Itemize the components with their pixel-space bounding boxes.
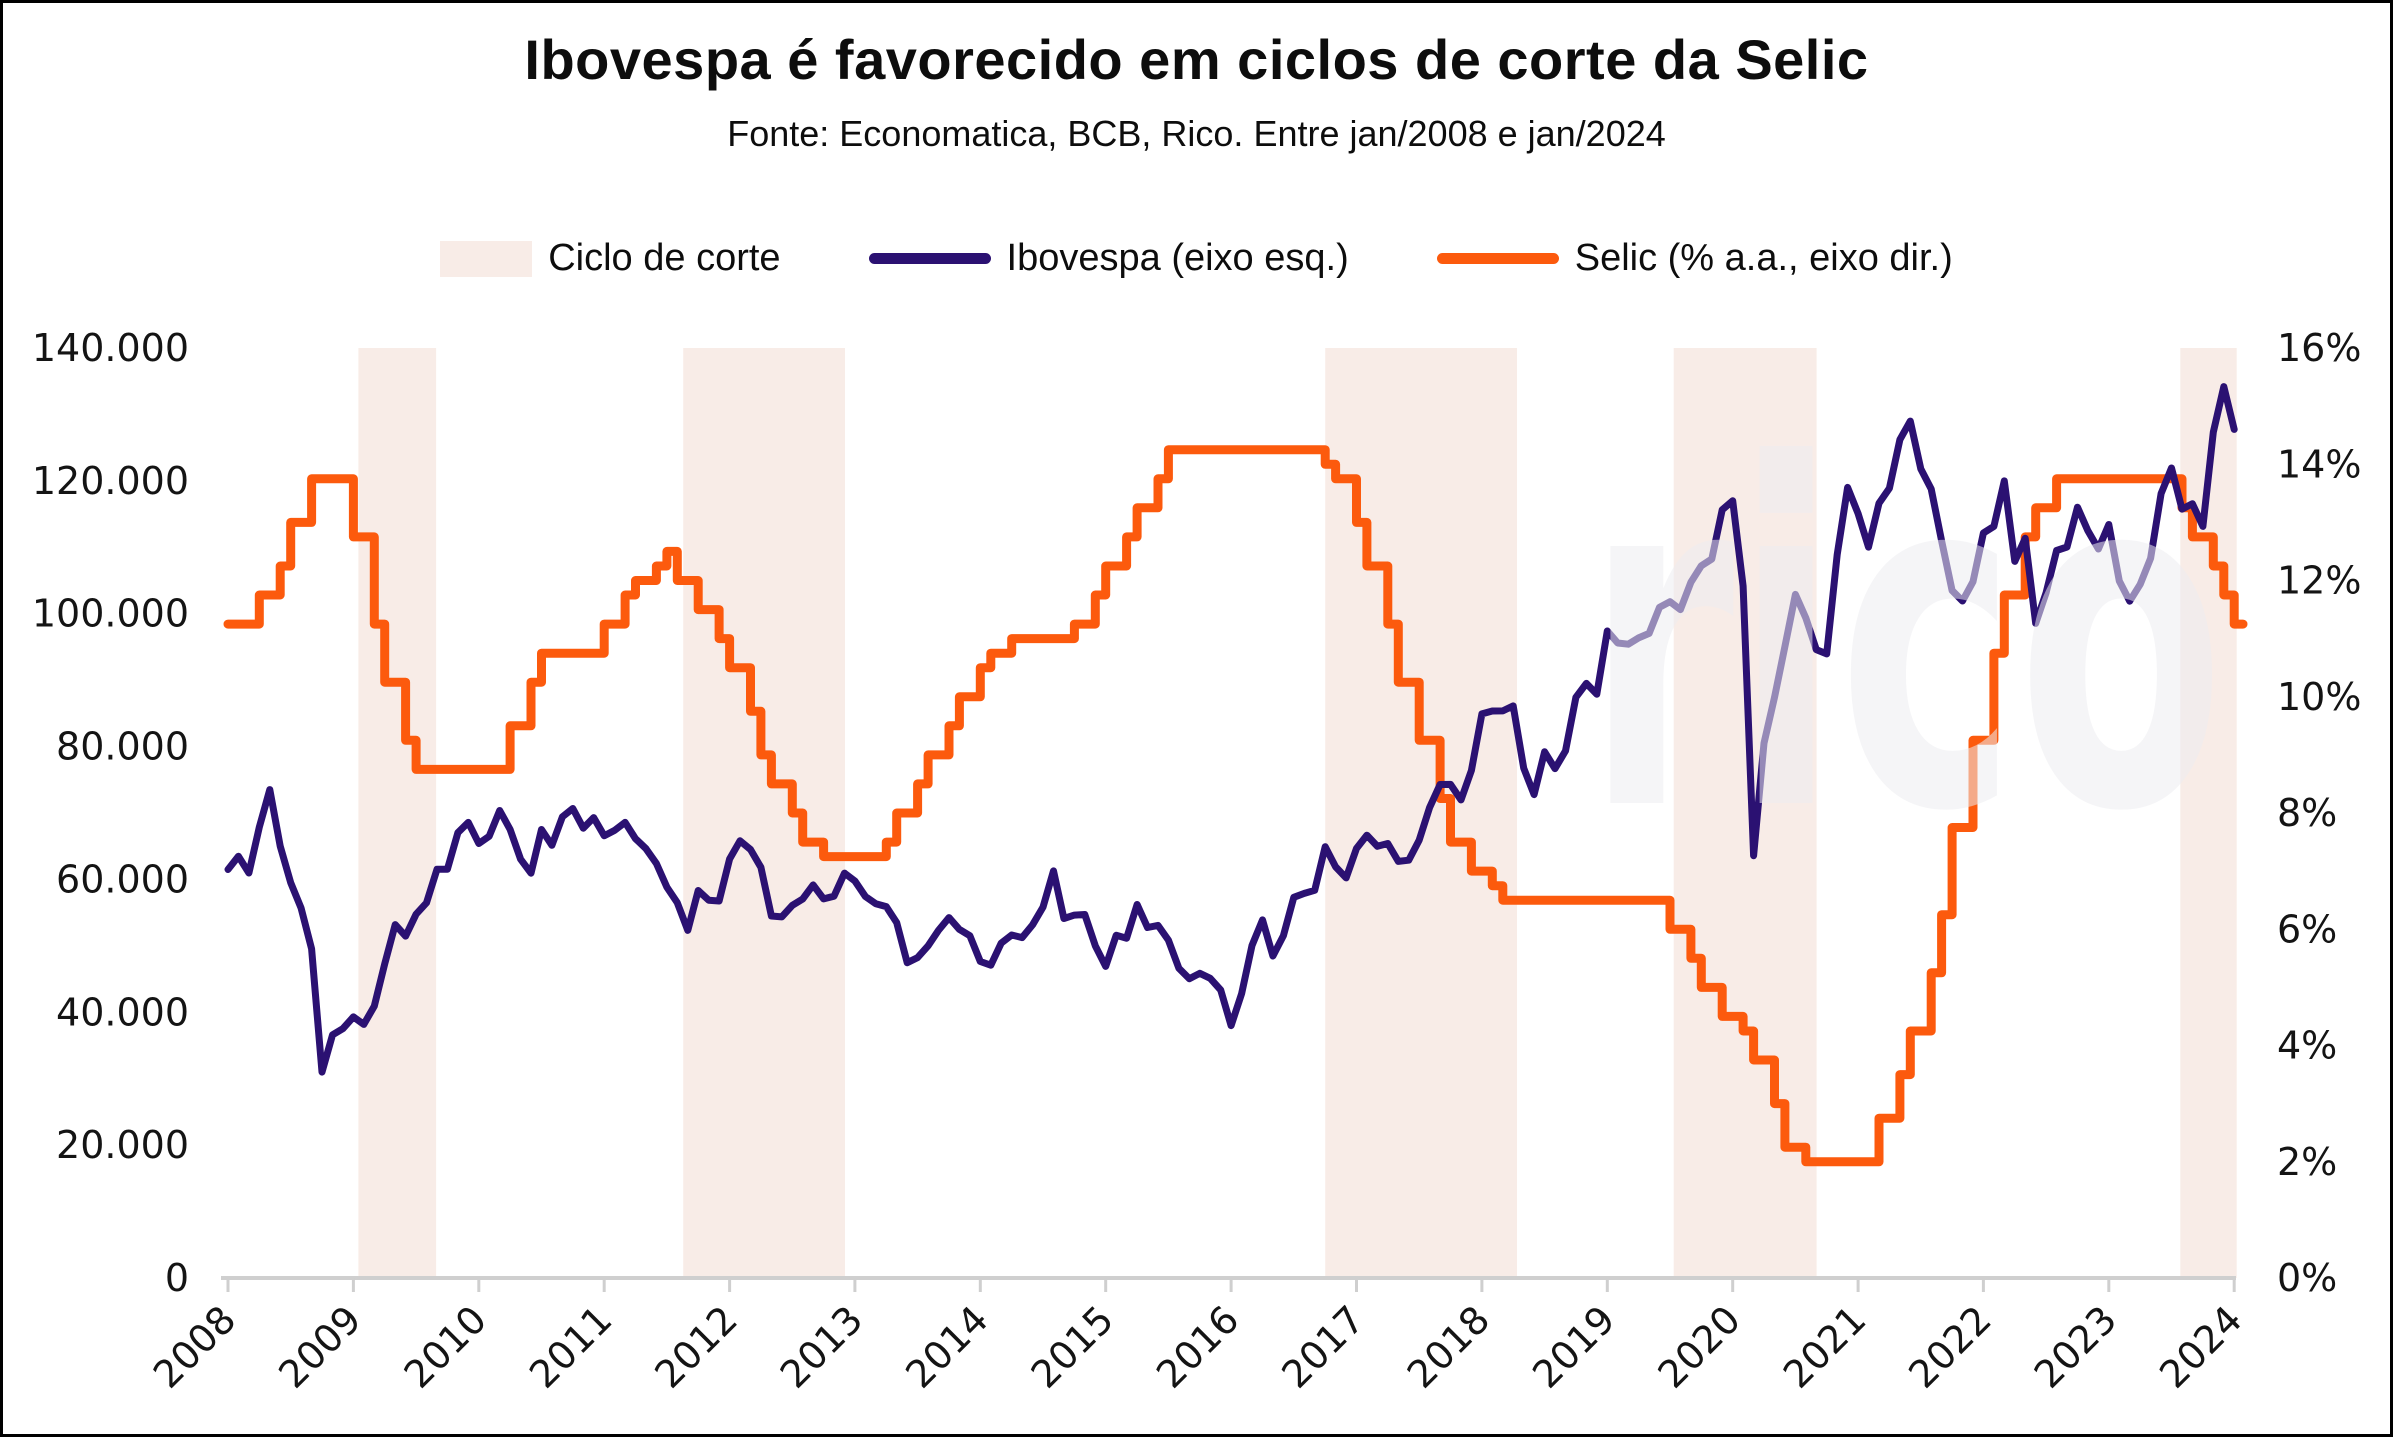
cut-cycle-band [683, 348, 845, 1278]
x-tick-label: 2010 [396, 1297, 496, 1397]
rico-watermark: rico [1585, 367, 2225, 914]
x-tick-label: 2020 [1650, 1297, 1750, 1397]
right-axis-tick-label: 2% [2277, 1140, 2337, 1184]
left-axis-tick-label: 120.000 [32, 459, 189, 503]
x-tick-label: 2022 [1900, 1297, 2000, 1397]
right-axis-tick-label: 0% [2277, 1256, 2337, 1300]
right-axis-tick-label: 4% [2277, 1024, 2337, 1068]
x-tick-label: 2014 [897, 1297, 997, 1397]
ibovespa-line [224, 383, 2238, 1076]
legend-label: Ciclo de corte [548, 237, 781, 279]
legend-item-ibovespa: Ibovespa (eixo esq.) [868, 237, 1349, 280]
left-axis-tick-label: 0 [165, 1256, 189, 1300]
left-axis-tick-label: 20.000 [56, 1123, 189, 1167]
legend-label: Selic (% a.a., eixo dir.) [1574, 237, 1953, 279]
x-tick-label: 2013 [772, 1297, 872, 1397]
cut-cycle-band [1673, 348, 1817, 1278]
x-tick-label: 2019 [1524, 1297, 1624, 1397]
legend-selic-line-swatch [1436, 253, 1559, 264]
left-axis-tick-label: 60.000 [56, 857, 189, 901]
x-tick-label: 2018 [1399, 1297, 1499, 1397]
selic-line [223, 445, 2248, 1167]
legend-band-swatch [440, 240, 533, 277]
left-axis-tick-label: 140.000 [32, 326, 189, 370]
x-tick-label: 2024 [2151, 1297, 2251, 1397]
x-tick-label: 2012 [646, 1297, 746, 1397]
legend-item-ciclo-de-corte: Ciclo de corte [440, 237, 781, 280]
chart-title: Ibovespa é favorecido em ciclos de corte… [524, 28, 1869, 91]
legend: Ciclo de corte Ibovespa (eixo esq.) Seli… [3, 237, 2390, 280]
x-tick-label: 2011 [521, 1297, 621, 1397]
chart-subtitle: Fonte: Economatica, BCB, Rico. Entre jan… [727, 113, 1666, 154]
right-axis-tick-label: 12% [2277, 559, 2361, 603]
right-axis-tick-label: 8% [2277, 791, 2337, 835]
right-axis-tick-label: 14% [2277, 442, 2361, 486]
x-tick-label: 2009 [270, 1297, 370, 1397]
x-tick-label: 2021 [1775, 1297, 1875, 1397]
x-tick-label: 2008 [145, 1297, 245, 1397]
chart-canvas: 2008 2009 2010 2011 2012 2013 2014 2015 2016 2017… [32, 326, 2362, 1397]
right-axis-tick-label: 6% [2277, 907, 2337, 951]
left-axis-tick-label: 80.000 [56, 725, 189, 769]
right-axis-tick-label: 16% [2277, 326, 2361, 370]
left-axis-tick-label: 40.000 [56, 990, 189, 1034]
x-tick-label: 2017 [1273, 1297, 1373, 1397]
right-axis-tick-label: 10% [2277, 675, 2361, 719]
cut-cycle-band [358, 348, 437, 1278]
left-axis-tick-label: 100.000 [32, 592, 189, 636]
legend-item-selic: Selic (% a.a., eixo dir.) [1436, 237, 1953, 280]
x-tick-label: 2016 [1148, 1297, 1248, 1397]
x-tick-label: 2015 [1023, 1297, 1123, 1397]
legend-label: Ibovespa (eixo esq.) [1006, 237, 1349, 279]
legend-ibovespa-line-swatch [868, 253, 991, 264]
x-tick-label: 2023 [2026, 1297, 2126, 1397]
